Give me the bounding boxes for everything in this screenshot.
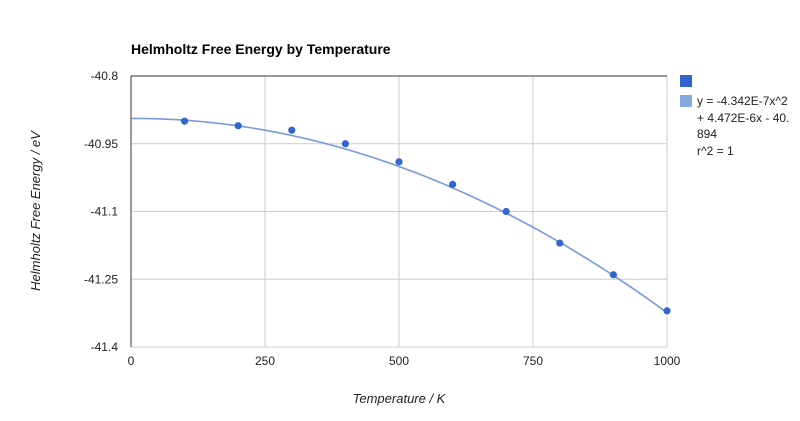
x-tick-label: 0 (128, 354, 135, 368)
y-tick-label: -41.1 (91, 205, 119, 219)
data-point (181, 117, 189, 125)
legend-swatch-series (680, 75, 692, 87)
data-point (234, 122, 242, 130)
y-tick-label: -40.95 (84, 137, 118, 151)
x-tick-label: 250 (255, 354, 275, 368)
data-points (181, 117, 671, 315)
x-tick-label: 750 (523, 354, 543, 368)
trendline-equation-line-3: 894 (697, 127, 717, 141)
y-tick-label: -41.25 (84, 272, 118, 286)
x-tick-label: 500 (389, 354, 409, 368)
x-tick-label: 1000 (654, 354, 681, 368)
trendline-layer (131, 117, 668, 314)
y-tick-label: -41.4 (91, 340, 119, 354)
data-point (502, 207, 510, 216)
y-tick-label: -40.8 (91, 69, 119, 83)
tick-labels: -40.8 -40.95 -41.1 -41.25 -41.4 0 250 500 750 100… (84, 69, 681, 368)
trendline-equation-line-2: + 4.472E-6x - 40. (697, 111, 789, 125)
grid (130, 75, 668, 348)
y-axis-label: Helmholtz Free Energy / eV (28, 130, 43, 291)
legend-swatch-trendline (680, 95, 692, 107)
trendline-r-squared: r^2 = 1 (697, 144, 734, 158)
data-point (395, 158, 403, 166)
data-point (449, 180, 457, 188)
x-axis-label: Temperature / K (353, 391, 447, 406)
trendline-equation-line-1: y = -4.342E-7x^2 (697, 94, 788, 108)
trendline (131, 117, 668, 314)
data-point (341, 140, 349, 148)
chart-title: Helmholtz Free Energy by Temperature (131, 41, 391, 57)
data-point (663, 307, 671, 315)
legend: y = -4.342E-7x^2 + 4.472E-6x - 40. 894 r… (680, 75, 789, 158)
data-point (288, 126, 296, 134)
data-point (556, 239, 564, 247)
data-point (609, 271, 618, 279)
